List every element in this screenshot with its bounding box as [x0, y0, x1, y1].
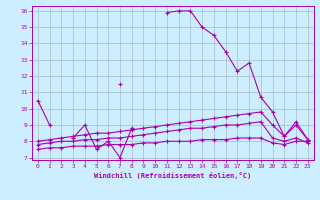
X-axis label: Windchill (Refroidissement éolien,°C): Windchill (Refroidissement éolien,°C)	[94, 172, 252, 179]
